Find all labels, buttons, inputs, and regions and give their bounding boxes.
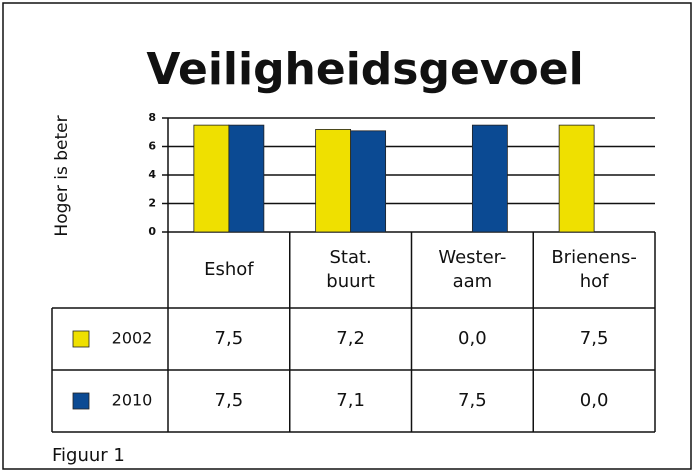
x-tick-label: Brienens-hof (551, 247, 637, 292)
x-tick-label: Wester-aam (438, 247, 506, 292)
legend-label: 2002 (112, 329, 153, 348)
bar (315, 128, 352, 233)
caption: Figuur 1 (52, 445, 125, 466)
value-label: 7,5 (458, 390, 487, 411)
value-label: 7,2 (336, 328, 365, 349)
bar (193, 124, 230, 233)
value-label: 7,1 (336, 390, 365, 411)
y-tick-label: 4 (148, 168, 156, 181)
x-tick-label: Eshof (204, 259, 254, 280)
value-label: 0,0 (580, 390, 609, 411)
chart-title: Veiligheidsgevoel (146, 44, 583, 95)
legend-label: 2010 (112, 391, 153, 410)
y-tick-label: 8 (148, 111, 156, 124)
bar (471, 124, 508, 233)
value-label: 0,0 (458, 328, 487, 349)
y-axis-label: Hoger is beter (52, 115, 72, 236)
legend-swatch (72, 392, 90, 410)
value-label: 7,5 (215, 390, 244, 411)
value-label: 7,5 (215, 328, 244, 349)
legend-swatch (72, 330, 90, 348)
x-tick-label: Stat. buurt (326, 247, 375, 292)
value-label: 7,5 (580, 328, 609, 349)
bar (558, 124, 595, 233)
y-tick-label: 2 (148, 197, 156, 210)
bar (350, 130, 387, 233)
y-tick-label: 0 (148, 225, 156, 238)
y-tick-label: 6 (148, 140, 156, 153)
bar (228, 124, 265, 233)
